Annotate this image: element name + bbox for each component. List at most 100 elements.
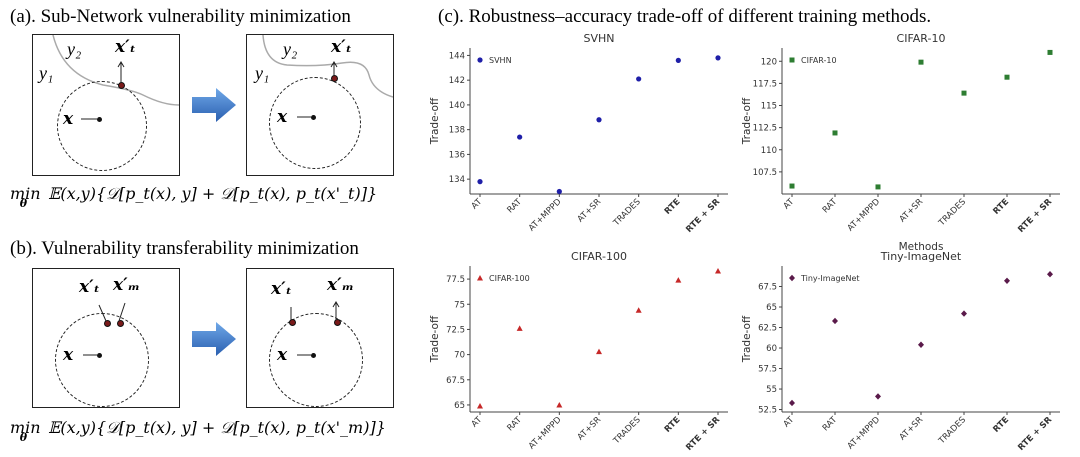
x-tick-label: AT+SR: [898, 415, 925, 442]
clean-point: [311, 115, 316, 120]
y-tick-label: 112.5: [753, 124, 777, 134]
x-tick-label: AT+MPPD: [846, 415, 883, 452]
decision-boundary: [262, 35, 393, 98]
label-y2: y₂: [283, 39, 298, 59]
diagram-a-after: y₂ y₁ x′ₜ x: [246, 34, 394, 176]
data-point-rte-sr: [715, 55, 721, 61]
label-x: x: [63, 345, 74, 365]
y-tick-label: 67.5: [758, 283, 777, 293]
x-tick-label: RTE + SR: [1016, 415, 1054, 453]
data-point-trades: [961, 310, 967, 317]
formula-b: min θ 𝔼(x,y){𝒟[p_t(x), y] + 𝒟[p_t(x), p_…: [10, 418, 386, 444]
label-y2: y₂: [67, 39, 82, 59]
data-point-at-sr: [596, 348, 602, 355]
y-tick-label: 65: [454, 401, 465, 411]
x-tick-label: AT: [782, 414, 797, 429]
data-point-at-mppd: [556, 188, 562, 195]
x-tick-label: AT+MPPD: [527, 415, 564, 452]
y-tick-label: 70: [454, 351, 465, 361]
legend-marker: [789, 57, 795, 63]
x-tick-label: AT+MPPD: [527, 197, 564, 234]
legend-marker: [477, 57, 483, 63]
perturbation-ball: [57, 81, 147, 171]
label-y1: y₁: [39, 63, 54, 83]
adv-point-t: [104, 320, 111, 327]
y-tick-label: 60: [766, 344, 777, 354]
clean-point: [311, 353, 316, 358]
data-point-trades: [636, 76, 642, 82]
data-point-at-sr: [596, 117, 602, 123]
chart-cifar-10: CIFAR-10 107.5 110 112.5 115 117.5 120 AT RAT AT+…: [741, 32, 1060, 253]
legend-marker: [477, 275, 483, 281]
label-x: x: [63, 109, 74, 129]
label-y1: y₁: [255, 63, 270, 83]
x-tick-label: RTE + SR: [684, 197, 722, 235]
chart-title: CIFAR-100: [571, 250, 627, 263]
x-tick-label: RAT: [821, 196, 840, 215]
data-point-at-mppd: [556, 401, 563, 408]
formula-a-body: 𝔼(x,y){𝒟[p_t(x), y] + 𝒟[p_t(x), p_t(x'_t…: [48, 184, 378, 203]
x-tick-label: RAT: [505, 414, 524, 433]
data-point-at: [789, 399, 795, 407]
clean-point: [97, 353, 102, 358]
y-tick-label: 57.5: [758, 365, 777, 375]
y-tick-label: 110: [761, 146, 777, 156]
x-tick-label: RTE + SR: [684, 415, 722, 453]
y-tick-label: 72.5: [446, 325, 465, 335]
data-point-rte: [675, 277, 682, 283]
legend-label: Tiny-ImageNet: [800, 274, 860, 283]
y-axis-label: Trade-off: [741, 315, 753, 363]
y-axis-label: Trade-off: [741, 97, 753, 145]
y-tick-label: 75: [454, 300, 465, 310]
arrows: [83, 302, 126, 356]
arrows: [81, 61, 125, 120]
chart-title: CIFAR-10: [897, 32, 946, 45]
chart-tiny-imagenet: Tiny-ImageNet 52.5 55 57.5 60 62.5 65 67.5 AT RAT…: [741, 250, 1060, 453]
x-tick-label: TRADES: [936, 197, 968, 229]
x-tick-label: TRADES: [611, 197, 643, 229]
data-point-at-sr: [918, 59, 924, 65]
x-tick-label: AT+SR: [898, 197, 925, 224]
label-xm: x′ₘ: [327, 275, 355, 295]
x-tick-label: AT: [470, 196, 485, 211]
caption-c: (c). Robustness–accuracy trade-off of di…: [438, 6, 932, 27]
data-point-at-sr: [918, 341, 924, 348]
y-tick-label: 138: [449, 126, 465, 136]
caption-b: (b). Vulnerability transferability minim…: [10, 238, 359, 259]
data-point-rat: [516, 325, 523, 331]
y-tick-label: 144: [449, 51, 465, 61]
y-axis-label: Trade-off: [430, 315, 441, 363]
label-xt: x′ₜ: [79, 277, 100, 297]
data-point-trades: [961, 90, 967, 96]
data-point-at: [789, 183, 795, 189]
x-tick-label: RAT: [505, 196, 524, 215]
y-axis-label: Trade-off: [430, 97, 441, 145]
x-tick-label: RAT: [821, 414, 840, 433]
y-tick-label: 120: [761, 57, 777, 67]
data-point-rte: [675, 57, 681, 63]
x-tick-label: RTE: [991, 415, 1011, 435]
y-tick-label: 115: [761, 102, 777, 112]
x-tick-label: TRADES: [611, 415, 643, 447]
chart-cifar-100: CIFAR-100 65 67.5 70 72.5 75 77.5 AT RAT AT+MPPD A…: [430, 250, 728, 453]
legend-marker: [789, 274, 795, 282]
label-x: x: [277, 345, 288, 365]
x-tick-label: AT+SR: [576, 197, 603, 224]
data-point-at-mppd: [875, 184, 881, 190]
adv-point-m: [334, 319, 341, 326]
y-tick-label: 67.5: [446, 376, 465, 386]
data-point-rat: [832, 317, 838, 325]
legend-label: SVHN: [489, 56, 512, 65]
y-tick-label: 134: [449, 175, 465, 185]
label-x: x: [277, 107, 288, 127]
data-point-rat: [517, 134, 523, 140]
data-point-rte: [1004, 74, 1010, 80]
data-point-rte-sr: [1047, 49, 1053, 55]
arrows: [297, 61, 338, 118]
data-point-rte-sr: [1047, 271, 1053, 278]
chart-title: SVHN: [583, 32, 614, 45]
x-tick-label: RTE: [991, 197, 1011, 217]
caption-a: (a). Sub-Network vulnerability minimizat…: [10, 6, 351, 27]
x-tick-label: AT+MPPD: [846, 197, 883, 234]
